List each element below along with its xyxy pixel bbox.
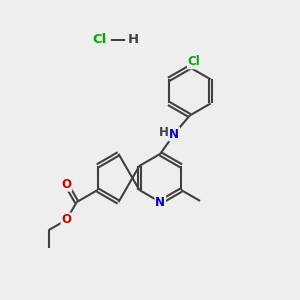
Text: N: N bbox=[155, 196, 165, 208]
Text: H: H bbox=[128, 33, 140, 46]
Text: Cl: Cl bbox=[93, 33, 107, 46]
Text: O: O bbox=[61, 178, 71, 191]
Text: O: O bbox=[61, 213, 71, 226]
Text: Cl: Cl bbox=[188, 56, 200, 68]
Text: H: H bbox=[159, 126, 169, 139]
Text: N: N bbox=[169, 128, 179, 140]
Text: —: — bbox=[110, 32, 126, 47]
